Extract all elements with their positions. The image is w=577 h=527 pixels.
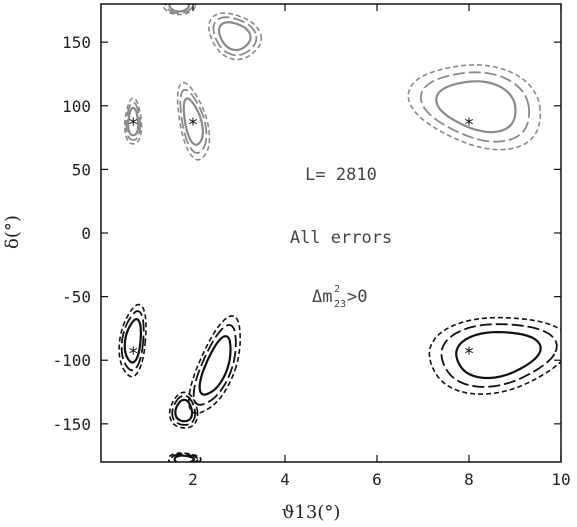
true-point-marker: * xyxy=(129,343,138,364)
contour-region-gray xyxy=(176,81,211,161)
contour-line-level-1 xyxy=(123,97,143,145)
x-tick-label: 4 xyxy=(280,470,290,489)
y-tick-label: 150 xyxy=(62,33,91,52)
annotation-hierarchy: Δm 2 23 >0 xyxy=(312,284,367,310)
annotation-hierarchy-sup: 2 xyxy=(334,284,340,295)
contour-region-black xyxy=(187,315,242,415)
contour-region-black xyxy=(167,452,202,462)
contour-line-level-2 xyxy=(125,101,142,141)
contour-line-level-3 xyxy=(435,80,517,134)
contour-line-level-1 xyxy=(407,64,542,151)
contour-layer xyxy=(118,4,561,462)
contour-line-level-1 xyxy=(118,303,147,378)
contour-line-level-3 xyxy=(198,335,232,396)
x-tick-label: 2 xyxy=(188,470,198,489)
contour-line-level-1 xyxy=(176,81,211,161)
contour-line-level-1 xyxy=(187,315,242,415)
contour-region-gray xyxy=(407,64,542,151)
contour-region-gray xyxy=(207,12,263,61)
contour-line-level-1 xyxy=(428,316,561,395)
contour-line-level-3 xyxy=(123,317,143,364)
contour-line-level-2 xyxy=(164,4,194,15)
contour-line-level-2 xyxy=(120,310,145,372)
annotation-hierarchy-base: Δm xyxy=(312,287,332,307)
y-tick-label: 100 xyxy=(62,97,91,116)
annotation-baseline: L= 2810 xyxy=(305,165,377,185)
annotation-errors: All errors xyxy=(290,228,392,248)
annotation-hierarchy-tail: >0 xyxy=(347,287,367,307)
contour-region-black xyxy=(428,316,561,395)
y-axis-label: δ(°) xyxy=(2,215,23,249)
y-tick-label: 0 xyxy=(81,224,91,243)
true-point-marker: * xyxy=(189,114,198,135)
contour-line-level-2 xyxy=(170,453,199,462)
contour-line-level-1 xyxy=(167,452,202,462)
x-tick-label: 6 xyxy=(372,470,382,489)
true-point-layer: * * * * * xyxy=(129,114,474,364)
contour-region-black xyxy=(168,391,199,429)
x-axis-label: ϑ13(°) xyxy=(282,502,341,523)
contour-line-level-3 xyxy=(127,106,140,137)
contour-line-level-3 xyxy=(173,454,196,462)
contour-line-level-3 xyxy=(168,4,191,13)
contour-region-black xyxy=(118,303,147,378)
contour-line-level-2 xyxy=(212,16,258,57)
x-tick-label: 10 xyxy=(551,470,570,489)
contour-line-level-3 xyxy=(182,97,205,146)
true-point-marker: * xyxy=(465,343,474,364)
contour-line-level-3 xyxy=(174,398,194,423)
contour-line-level-2 xyxy=(179,88,208,154)
contour-line-level-1 xyxy=(162,4,197,16)
y-tick-label: -50 xyxy=(62,288,91,307)
y-tick-label: -100 xyxy=(52,351,91,370)
contour-line-level-3 xyxy=(455,330,542,380)
contour-line-level-3 xyxy=(217,21,252,52)
contour-region-gray xyxy=(162,4,197,16)
contour-line-level-1 xyxy=(207,12,263,61)
y-tick-label: 50 xyxy=(72,160,91,179)
contour-line-level-2 xyxy=(419,71,530,143)
x-tick-label: 8 xyxy=(464,470,474,489)
tick-layer: 2 4 6 8 10 150 100 50 0 -50 -100 -150 xyxy=(52,4,571,489)
contour-line-level-2 xyxy=(192,324,237,406)
contour-line-level-1 xyxy=(168,391,199,429)
contour-line-level-2 xyxy=(440,323,558,388)
annotation-hierarchy-sub: 23 xyxy=(334,299,346,310)
true-point-marker: * xyxy=(465,114,474,135)
y-tick-label: -150 xyxy=(52,415,91,434)
true-point-marker: * xyxy=(129,114,138,135)
contour-region-gray xyxy=(123,97,143,145)
